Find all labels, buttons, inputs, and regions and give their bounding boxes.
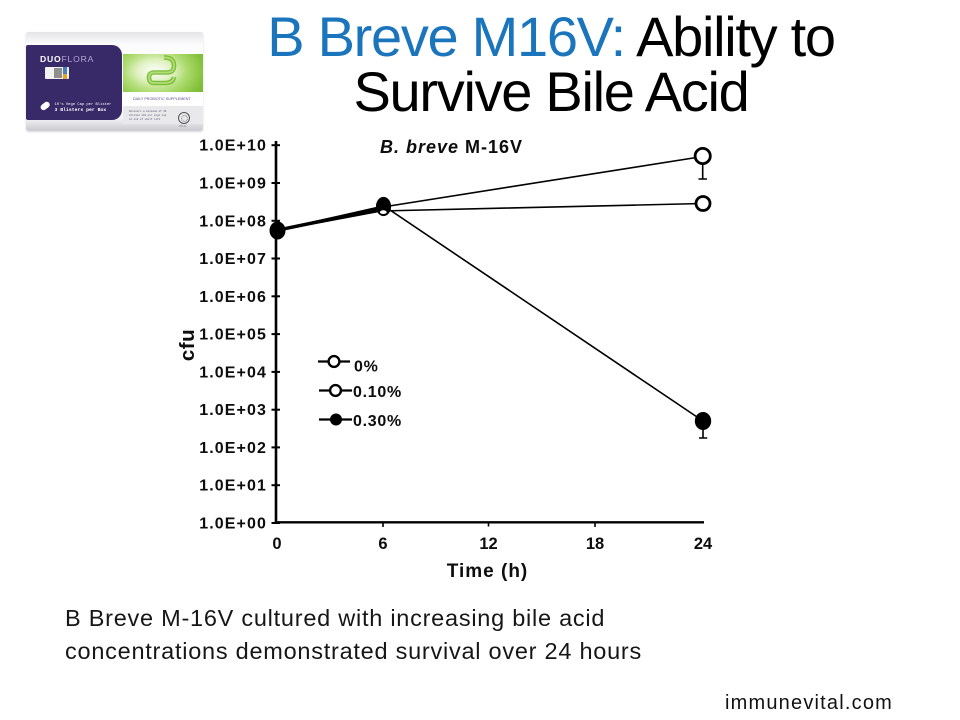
svg-text:Time (h): Time (h) [447, 561, 529, 582]
svg-text:1.0E+02: 1.0E+02 [199, 440, 267, 457]
svg-text:18: 18 [586, 535, 604, 553]
svg-text:B. breve M-16V: B. breve M-16V [380, 137, 523, 157]
svg-text:6: 6 [378, 535, 387, 553]
svg-text:1.0E+00: 1.0E+00 [199, 516, 267, 533]
svg-text:0.30%: 0.30% [353, 413, 402, 430]
svg-text:1.0E+03: 1.0E+03 [199, 402, 267, 419]
svg-text:1.0E+10: 1.0E+10 [199, 138, 267, 155]
svg-text:1.0E+04: 1.0E+04 [199, 364, 267, 381]
svg-text:24: 24 [694, 535, 713, 553]
svg-text:0%: 0% [354, 359, 379, 376]
svg-text:0.10%: 0.10% [353, 384, 402, 401]
svg-text:1.0E+07: 1.0E+07 [199, 251, 267, 268]
svg-text:0: 0 [272, 535, 281, 553]
svg-text:1.0E+08: 1.0E+08 [199, 213, 267, 230]
svg-text:cfu: cfu [176, 329, 199, 361]
svg-text:1.0E+06: 1.0E+06 [199, 289, 267, 306]
svg-text:1.0E+05: 1.0E+05 [199, 327, 267, 344]
svg-text:12: 12 [479, 535, 497, 553]
svg-text:1.0E+01: 1.0E+01 [199, 478, 267, 495]
svg-text:1.0E+09: 1.0E+09 [199, 176, 267, 193]
